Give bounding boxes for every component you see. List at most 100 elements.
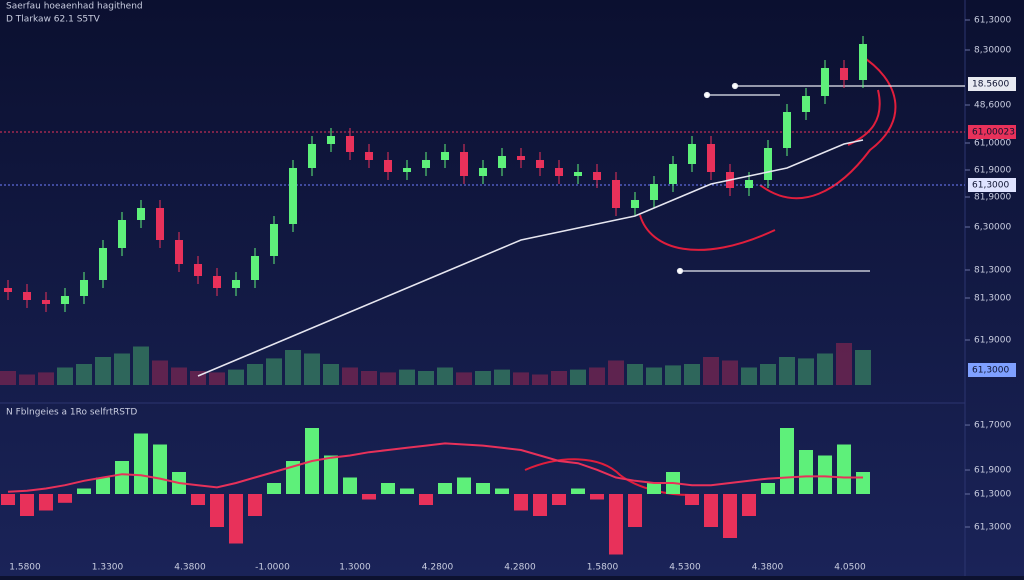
drawn-lines	[676, 82, 965, 275]
price-tag-label: 18.5600	[972, 80, 1009, 90]
volume-bar	[57, 367, 73, 385]
candle-body	[327, 136, 335, 144]
x-tick-label: 4.3800	[752, 563, 784, 573]
volume-bar	[19, 374, 35, 385]
candle-body	[631, 200, 639, 208]
oscillator-bar	[723, 494, 737, 538]
y-tick-label: 6,30000	[974, 223, 1011, 233]
volume-bar	[475, 371, 491, 385]
volume-bar	[228, 369, 244, 385]
oscillator-bar	[96, 477, 110, 494]
volume-bar	[114, 353, 130, 385]
volume-bar	[304, 353, 320, 385]
volume-bar	[836, 343, 852, 385]
x-tick-label: 4.2800	[504, 563, 536, 573]
oscillator-bar	[628, 494, 642, 527]
volume-bar	[0, 371, 16, 385]
volume-bar	[570, 369, 586, 385]
volume-bar	[513, 372, 529, 385]
y-tick-label: 81,3000	[974, 266, 1011, 276]
oscillator-bar	[267, 483, 281, 494]
volume-bar	[608, 360, 624, 385]
oscillator-bar	[704, 494, 718, 527]
candle-body	[365, 152, 373, 160]
oscillator-bar	[343, 477, 357, 494]
oscillator-bar	[590, 494, 604, 500]
volume-bar	[399, 369, 415, 385]
volume-bar	[817, 353, 833, 385]
volume-bar	[38, 372, 54, 385]
candle-body	[137, 208, 145, 220]
candle-body	[175, 240, 183, 264]
oscillator-bar	[742, 494, 756, 516]
y-tick-label: 61,9000	[974, 336, 1011, 346]
candle-body	[498, 156, 506, 168]
x-tick-label: 1.5800	[587, 563, 619, 573]
volume-bar	[95, 357, 111, 385]
oscillator-bar	[438, 483, 452, 494]
candle-body	[213, 276, 221, 288]
candle-body	[289, 168, 297, 224]
volume-bar	[361, 371, 377, 385]
oscillator-bar	[210, 494, 224, 527]
oscillator-bar	[381, 483, 395, 494]
oscillator-bar	[153, 444, 167, 494]
oscillator-bar	[1, 494, 15, 505]
candle-body	[156, 208, 164, 240]
candle-body	[118, 220, 126, 248]
volume-bar	[285, 350, 301, 385]
candle-body	[859, 44, 867, 80]
x-tick-label: 4.0500	[834, 563, 866, 573]
volume-bar	[760, 364, 776, 385]
candle-body	[422, 160, 430, 168]
candle-body	[251, 256, 259, 280]
volume-bar	[133, 346, 149, 385]
candle-body	[593, 172, 601, 180]
candle-body	[517, 156, 525, 160]
y-tick-label: 61,9000	[974, 466, 1011, 476]
oscillator-bar	[818, 455, 832, 494]
volume-bar	[209, 372, 225, 385]
volume-bar	[646, 367, 662, 385]
candle-body	[840, 68, 848, 80]
candle-body	[536, 160, 544, 168]
candle-body	[688, 144, 696, 164]
oscillator-bar	[248, 494, 262, 516]
volume-bar	[456, 372, 472, 385]
price-tag-label: 61,3000	[972, 181, 1009, 191]
oscillator-bar	[780, 428, 794, 494]
candle-body	[745, 180, 753, 188]
candle-body	[308, 144, 316, 168]
handle	[703, 91, 711, 99]
y-tick-label: 61,3000	[974, 16, 1011, 26]
price-tag-label: 61,3000	[972, 366, 1009, 376]
price-tag-label: 61,00023	[972, 128, 1015, 138]
annotation-curve	[759, 54, 897, 200]
price-tag	[968, 125, 1016, 139]
oscillator-bar	[20, 494, 34, 516]
volume-bar	[779, 357, 795, 385]
candle-body	[42, 300, 50, 304]
moving-average	[197, 139, 864, 377]
volume-bar	[551, 371, 567, 385]
volume-bar	[323, 364, 339, 385]
candle-body	[80, 280, 88, 296]
candle-body	[99, 248, 107, 280]
volume-bar	[266, 358, 282, 385]
handle	[676, 267, 684, 275]
volume-bar	[741, 367, 757, 385]
x-tick-label: 1.5800	[9, 563, 41, 573]
volume-bar	[418, 371, 434, 385]
oscillator-bar	[514, 494, 528, 511]
candle-body	[23, 292, 31, 300]
oscillator-bar	[495, 488, 509, 494]
y-tick-label: 61,9000	[974, 166, 1011, 176]
x-tick-label: 4.5300	[669, 563, 701, 573]
oscillator-bar	[324, 455, 338, 494]
volume-bar	[665, 365, 681, 385]
y-tick-label: 48,6000	[974, 101, 1011, 111]
oscillator-bar	[476, 483, 490, 494]
candle-body	[821, 68, 829, 96]
